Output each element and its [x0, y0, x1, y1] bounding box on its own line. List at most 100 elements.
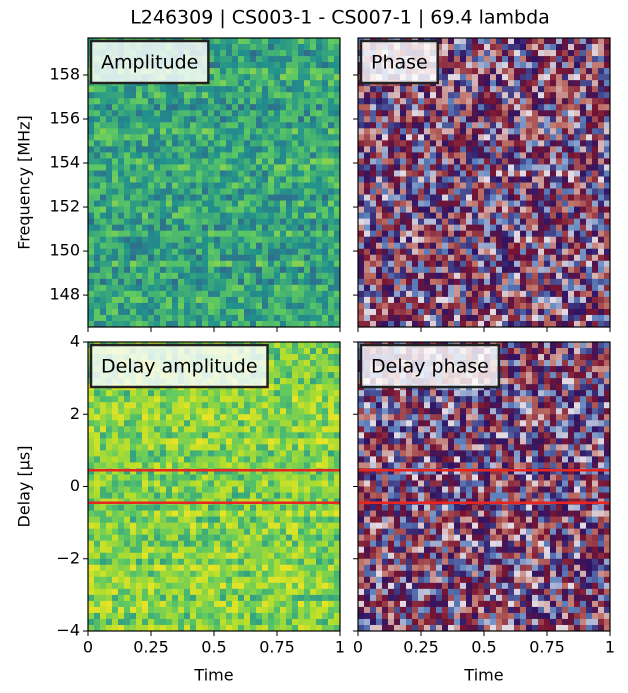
heatmap-cell [478, 206, 485, 213]
heatmap-cell [244, 164, 251, 171]
heatmap-cell [508, 98, 515, 105]
heatmap-cell [526, 242, 533, 250]
heatmap-cell [550, 170, 557, 177]
heatmap-cell [244, 408, 251, 415]
heatmap-cell [124, 254, 131, 262]
heatmap-cell [220, 134, 227, 141]
heatmap-cell [424, 284, 431, 292]
heatmap-cell [178, 236, 185, 244]
heatmap-cell [454, 182, 461, 189]
heatmap-cell [334, 74, 341, 81]
heatmap-cell [232, 260, 239, 268]
heatmap-cell [214, 272, 221, 280]
heatmap-cell [388, 308, 395, 316]
heatmap-cell [520, 248, 527, 256]
heatmap-cell [328, 224, 335, 232]
heatmap-cell [514, 62, 521, 69]
heatmap-cell [322, 468, 329, 475]
heatmap-cell [568, 182, 575, 189]
heatmap-cell [274, 314, 281, 322]
heatmap-cell [214, 128, 221, 135]
heatmap-cell [298, 212, 305, 220]
heatmap-cell [208, 176, 215, 183]
heatmap-cell [370, 122, 377, 129]
heatmap-cell [286, 354, 293, 361]
heatmap-cell [478, 44, 485, 51]
heatmap-cell [232, 170, 239, 177]
heatmap-cell [280, 396, 287, 403]
heatmap-cell [166, 284, 173, 292]
heatmap-cell [220, 164, 227, 171]
heatmap-cell [112, 414, 119, 421]
heatmap-cell [490, 272, 497, 280]
heatmap-cell [436, 122, 443, 129]
heatmap-cell [226, 272, 233, 280]
heatmap-cell [334, 68, 341, 75]
heatmap-cell [478, 146, 485, 153]
heatmap-cell [214, 80, 221, 87]
heatmap-cell [196, 194, 203, 201]
heatmap-cell [268, 372, 275, 379]
heatmap-cell [178, 456, 185, 463]
heatmap-cell [238, 80, 245, 87]
heatmap-cell [262, 182, 269, 189]
heatmap-cell [232, 98, 239, 105]
heatmap-cell [448, 236, 455, 244]
heatmap-cell [310, 68, 317, 75]
heatmap-cell [490, 62, 497, 69]
heatmap-cell [160, 176, 167, 183]
heatmap-cell [400, 200, 407, 207]
heatmap-cell [166, 444, 173, 451]
heatmap-cell [100, 224, 107, 232]
heatmap-cell [406, 290, 413, 298]
heatmap-cell [142, 146, 149, 153]
heatmap-cell [418, 236, 425, 244]
heatmap-cell [232, 146, 239, 153]
heatmap-cell [250, 80, 257, 87]
heatmap-cell [94, 260, 101, 268]
heatmap-cell [310, 420, 317, 427]
heatmap-cell [262, 248, 269, 256]
heatmap-cell [214, 92, 221, 99]
heatmap-cell [304, 74, 311, 81]
heatmap-cell [196, 140, 203, 147]
heatmap-cell [118, 272, 125, 280]
heatmap-cell [562, 242, 569, 250]
heatmap-cell [280, 438, 287, 445]
heatmap-cell [226, 128, 233, 135]
heatmap-cell [358, 212, 365, 220]
heatmap-cell [196, 182, 203, 189]
heatmap-cell [244, 414, 251, 421]
heatmap-cell [106, 450, 113, 457]
heatmap-cell [274, 98, 281, 105]
heatmap-cell [358, 92, 365, 99]
heatmap-cell [436, 110, 443, 117]
heatmap-cell [586, 278, 593, 286]
heatmap-cell [244, 468, 251, 475]
heatmap-cell [586, 134, 593, 141]
heatmap-cell [160, 314, 167, 322]
heatmap-cell [532, 248, 539, 256]
heatmap-cell [124, 128, 131, 135]
heatmap-cell [220, 438, 227, 445]
heatmap-cell [106, 230, 113, 238]
heatmap-cell [286, 314, 293, 322]
heatmap-cell [376, 110, 383, 117]
heatmap-cell [118, 110, 125, 117]
heatmap-cell [322, 44, 329, 51]
heatmap-cell [388, 302, 395, 310]
heatmap-cell [334, 170, 341, 177]
heatmap-cell [568, 272, 575, 280]
heatmap-cell [478, 80, 485, 87]
heatmap-cell [100, 212, 107, 220]
heatmap-cell [460, 176, 467, 183]
heatmap-cell [148, 188, 155, 195]
heatmap-cell [298, 128, 305, 135]
heatmap-cell [544, 260, 551, 268]
heatmap-cell [172, 224, 179, 232]
heatmap-cell [322, 296, 329, 304]
heatmap-cell [202, 420, 209, 427]
heatmap-cell [562, 140, 569, 147]
heatmap-cell [328, 462, 335, 469]
heatmap-cell [244, 230, 251, 238]
